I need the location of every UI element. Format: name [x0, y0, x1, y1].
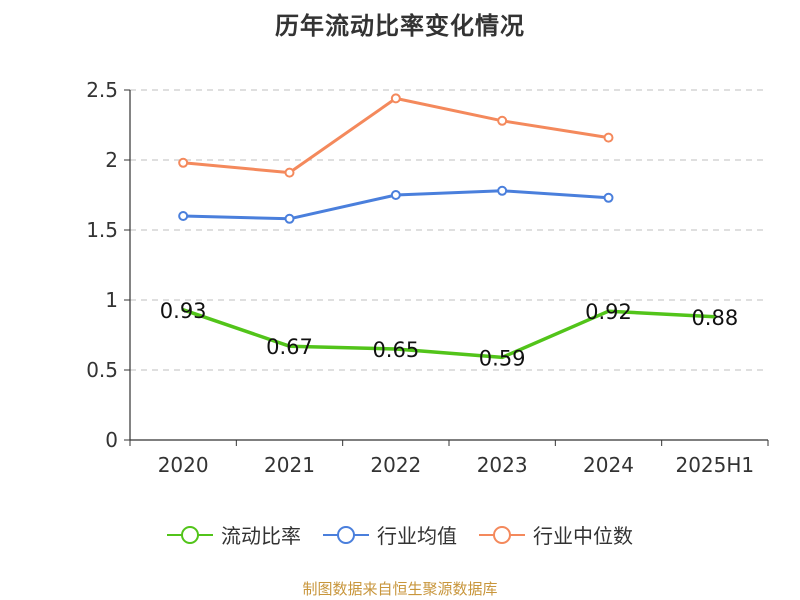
- chart-title: 历年流动比率变化情况: [275, 12, 525, 40]
- series-point: [390, 93, 401, 104]
- y-tick-label: 0: [105, 428, 118, 452]
- data-label: 0.92: [585, 300, 632, 324]
- source-note: 制图数据来自恒生聚源数据库: [302, 580, 498, 598]
- y-tick-label: 2.5: [86, 78, 118, 102]
- legend-item-industry-mean[interactable]: 行业均值: [323, 520, 457, 549]
- legend-label: 流动比率: [221, 524, 301, 548]
- legend-label: 行业均值: [377, 524, 457, 548]
- data-label: 0.93: [160, 299, 207, 323]
- data-label: 0.88: [691, 306, 738, 330]
- data-label: 0.59: [479, 346, 526, 370]
- legend-item-industry-median[interactable]: 行业中位数: [479, 520, 633, 549]
- series-point: [390, 190, 401, 200]
- y-tick-label: 1: [105, 288, 118, 312]
- x-tick-label: 2020: [158, 453, 209, 477]
- series-point: [178, 211, 189, 221]
- series-point: [603, 192, 614, 203]
- series-line: [181, 308, 717, 360]
- legend-line-marker-icon: [479, 525, 525, 544]
- chart-legend: 流动比率 行业均值 行业中位数: [0, 520, 800, 549]
- y-tick-label: 1.5: [86, 218, 118, 242]
- y-tick-label: 0.5: [86, 358, 118, 382]
- series-point: [284, 213, 295, 224]
- series-point: [497, 115, 508, 126]
- x-tick-label: 2025H1: [675, 453, 754, 477]
- x-tick-label: 2022: [370, 453, 421, 477]
- series-point: [284, 167, 295, 178]
- data-label: 0.65: [372, 338, 419, 362]
- data-label: 0.67: [266, 335, 313, 359]
- y-tick-label: 2: [105, 148, 118, 172]
- x-tick-label: 2023: [477, 453, 528, 477]
- series-point: [603, 132, 614, 143]
- series-line: [181, 96, 610, 175]
- series-point: [497, 185, 508, 196]
- x-tick-label: 2024: [583, 453, 634, 477]
- x-tick-label: 2021: [264, 453, 315, 477]
- legend-line-marker-icon: [323, 525, 369, 544]
- legend-item-current-ratio[interactable]: 流动比率: [167, 520, 301, 549]
- legend-line-marker-icon: [167, 525, 213, 544]
- legend-label: 行业中位数: [533, 524, 633, 548]
- series-point: [178, 157, 189, 168]
